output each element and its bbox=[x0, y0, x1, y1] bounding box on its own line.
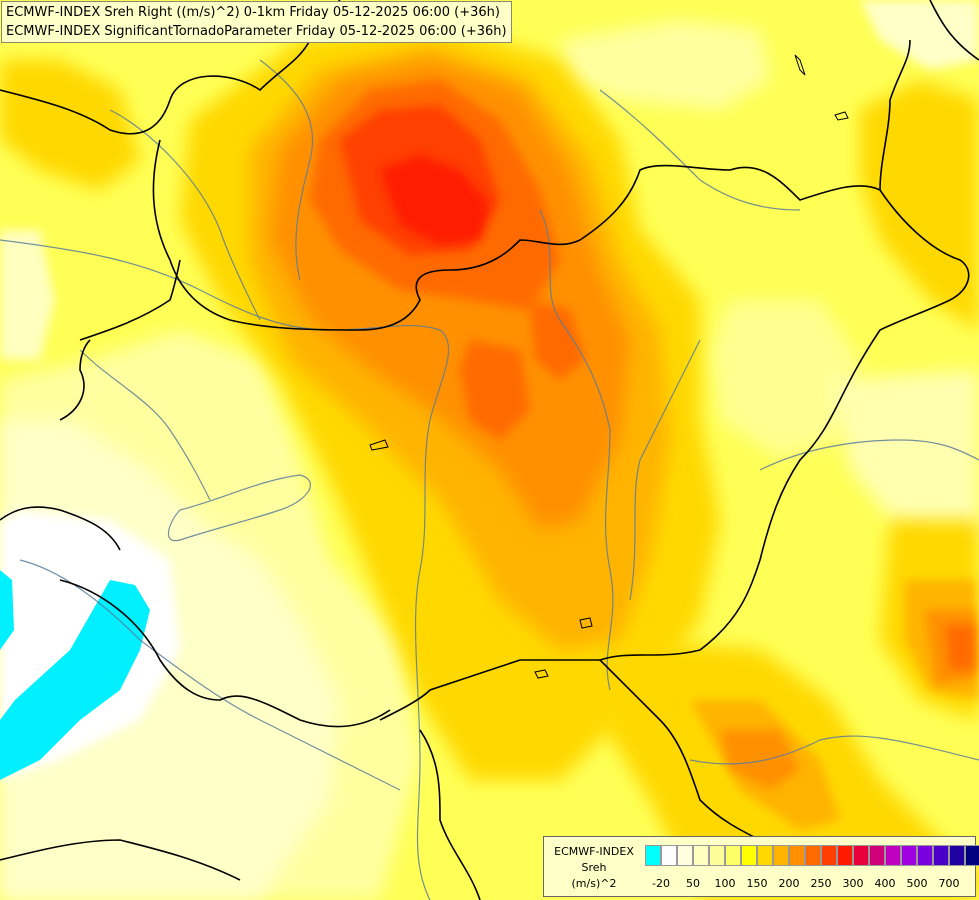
legend-tick-label: -20 bbox=[652, 877, 670, 890]
sreh-contour-300 bbox=[945, 625, 975, 670]
low-sreh-area bbox=[830, 370, 979, 540]
low-sreh-area bbox=[860, 0, 979, 70]
legend-tick-label: 250 bbox=[810, 877, 832, 890]
legend-swatch bbox=[837, 845, 853, 866]
sreh-contour-250 bbox=[720, 730, 800, 790]
sreh-contour-150 bbox=[860, 80, 979, 330]
legend-tick-label: 200 bbox=[778, 877, 800, 890]
low-sreh-area bbox=[560, 20, 770, 110]
legend-model: ECMWF-INDEX bbox=[554, 845, 634, 858]
legend-swatch bbox=[869, 845, 885, 866]
legend-swatch bbox=[661, 845, 677, 866]
legend-swatch bbox=[933, 845, 949, 866]
legend-tick-label: 150 bbox=[746, 877, 768, 890]
legend-swatch bbox=[965, 845, 979, 866]
lakes bbox=[369, 54, 849, 679]
legend-tick-label: 500 bbox=[906, 877, 928, 890]
low-sreh-area bbox=[0, 230, 55, 360]
legend-swatch bbox=[853, 845, 869, 866]
legend-swatch bbox=[917, 845, 933, 866]
legend-param: Sreh bbox=[581, 861, 607, 874]
legend-tick-label: 700 bbox=[938, 877, 960, 890]
legend-swatch bbox=[949, 845, 965, 866]
negative-sreh-area bbox=[0, 570, 150, 780]
map-title-box: ECMWF-INDEX Sreh Right ((m/s)^2) 0-1km F… bbox=[1, 1, 512, 43]
legend-unit: (m/s)^2 bbox=[571, 877, 617, 890]
legend-tick-label: 300 bbox=[842, 877, 864, 890]
legend-swatch bbox=[741, 845, 757, 866]
legend-swatch bbox=[805, 845, 821, 866]
legend-swatch bbox=[789, 845, 805, 866]
title-line-2: ECMWF-INDEX SignificantTornadoParameter … bbox=[6, 24, 507, 39]
sreh-contour-150 bbox=[0, 60, 140, 190]
rivers bbox=[0, 59, 979, 900]
legend-swatch bbox=[773, 845, 789, 866]
low-sreh-area bbox=[710, 300, 860, 460]
sreh-contour-300 bbox=[460, 340, 530, 440]
sreh-contour-500 bbox=[380, 155, 490, 245]
legend-tick-label: 50 bbox=[686, 877, 700, 890]
legend-tick-label: 400 bbox=[874, 877, 896, 890]
legend-swatch bbox=[693, 845, 709, 866]
color-legend: ECMWF-INDEX Sreh (m/s)^2 -20 50 100 150 200 2… bbox=[543, 836, 979, 897]
title-line-1: ECMWF-INDEX Sreh Right ((m/s)^2) 0-1km F… bbox=[6, 5, 500, 20]
legend-swatch bbox=[901, 845, 917, 866]
sreh-contour-300 bbox=[530, 300, 585, 380]
legend-swatch bbox=[645, 845, 661, 866]
legend-swatch bbox=[725, 845, 741, 866]
legend-swatch bbox=[757, 845, 773, 866]
legend-swatch bbox=[709, 845, 725, 866]
legend-swatch bbox=[677, 845, 693, 866]
legend-swatch bbox=[885, 845, 901, 866]
legend-swatch bbox=[821, 845, 837, 866]
legend-tick-label: 100 bbox=[714, 877, 736, 890]
